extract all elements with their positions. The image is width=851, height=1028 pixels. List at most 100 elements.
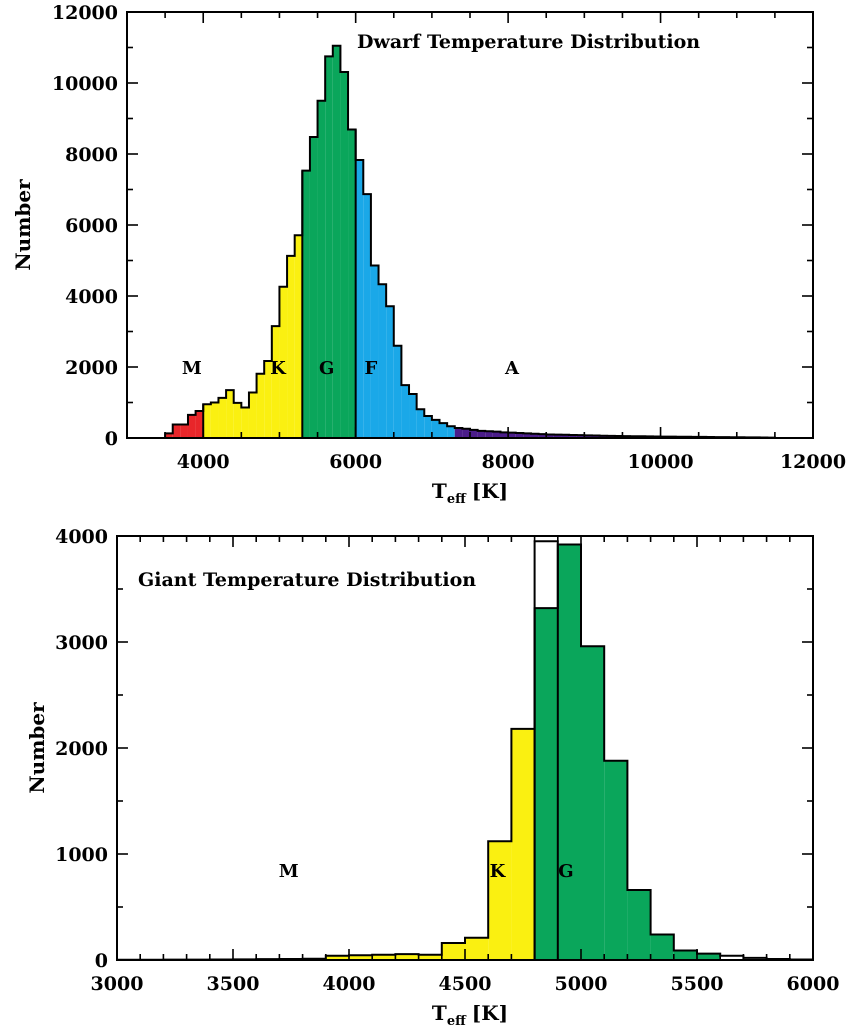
- dwarf-bar: [203, 404, 211, 438]
- dwarf-bar: [264, 360, 272, 438]
- dwarf-x-tick-label: 6000: [329, 451, 382, 473]
- dwarf-class-label-k: K: [270, 358, 287, 379]
- dwarf-histogram-outline: [164, 44, 776, 439]
- giant-plot-frame: [116, 535, 814, 961]
- giant-bar: [627, 890, 651, 960]
- dwarf-bar: [576, 435, 585, 438]
- dwarf-outline: [164, 44, 776, 439]
- dwarf-bar: [462, 428, 470, 438]
- dwarf-y-tick-label: 10000: [52, 73, 118, 95]
- dwarf-bar: [584, 435, 592, 438]
- dwarf-bar: [424, 415, 432, 438]
- dwarf-bar: [210, 402, 219, 438]
- dwarf-chart-title: Dwarf Temperature Distribution: [357, 31, 700, 53]
- dwarf-bar: [233, 402, 242, 438]
- dwarf-bar: [447, 426, 455, 438]
- giant-y-tick-label: 2000: [55, 738, 108, 760]
- giant-bar: [650, 934, 674, 960]
- dwarf-bar: [309, 136, 318, 438]
- giant-x-axis-title: Teff [K]: [432, 1001, 508, 1028]
- giant-y-tick-label: 1000: [55, 844, 108, 866]
- dwarf-y-tick-label: 12000: [52, 2, 118, 24]
- giant-bar: [441, 943, 465, 960]
- dwarf-bar: [165, 433, 173, 438]
- dwarf-class-label-f: F: [365, 358, 378, 379]
- giant-chart-title: Giant Temperature Distribution: [138, 569, 476, 591]
- giant-bar: [604, 760, 628, 960]
- giant-bar: [720, 955, 744, 960]
- giant-x-axis-unit: [K]: [472, 1001, 508, 1025]
- dwarf-x-tick-label: 10000: [628, 451, 694, 473]
- dwarf-y-tick-label: 4000: [65, 286, 118, 308]
- dwarf-bar: [363, 194, 371, 438]
- dwarf-bar: [401, 385, 410, 438]
- giant-bar: [395, 954, 419, 960]
- dwarf-bar: [500, 432, 509, 438]
- giant-x-tick-labels: 3000 3500 4000 4500 5000 5500 6000: [91, 973, 840, 995]
- dwarf-bar: [569, 434, 577, 438]
- dwarf-bar: [226, 390, 234, 438]
- giant-x-tick-label: 3500: [207, 973, 260, 995]
- giant-x-tick-label: 5500: [671, 973, 724, 995]
- dwarf-bar: [409, 393, 417, 438]
- giant-y-tick-label: 4000: [55, 526, 108, 548]
- dwarf-x-tick-label: 8000: [482, 451, 535, 473]
- dwarf-bar: [523, 433, 531, 438]
- dwarf-y-axis-title: Number: [11, 179, 35, 271]
- dwarf-bar: [454, 428, 463, 438]
- dwarf-bar: [355, 160, 364, 438]
- giant-class-label-m: M: [279, 861, 299, 882]
- giant-y-tick-label: 0: [95, 950, 108, 972]
- dwarf-bar: [279, 286, 288, 438]
- dwarf-bar: [546, 434, 554, 438]
- dwarf-x-axis-unit: [K]: [472, 479, 508, 503]
- giant-histogram-outline: [116, 543, 814, 961]
- dwarf-bar: [180, 424, 188, 438]
- dwarf-bar: [431, 419, 440, 438]
- giant-bar: [534, 608, 558, 960]
- dwarf-bar: [195, 411, 204, 438]
- dwarf-plot-frame: [126, 11, 814, 439]
- giant-bar: [418, 954, 442, 960]
- giant-bar: [372, 954, 396, 960]
- dwarf-class-label-g: G: [319, 358, 334, 379]
- giant-class-label-g: G: [558, 861, 573, 882]
- dwarf-bar: [302, 170, 310, 438]
- giant-bar: [673, 950, 697, 960]
- giant-bars: [117, 544, 813, 960]
- giant-y-axis-title: Number: [25, 702, 49, 794]
- dwarf-bar: [561, 434, 570, 438]
- dwarf-y-tick-labels: 0 2000 4000 6000 8000 10000 12000: [52, 2, 118, 450]
- dwarf-bar: [386, 306, 394, 438]
- dwarf-bar: [591, 435, 600, 438]
- giant-bar: [697, 953, 721, 960]
- giant-x-tick-label: 4500: [439, 973, 492, 995]
- giant-bar: [743, 957, 767, 960]
- dwarf-bar: [187, 414, 196, 438]
- dwarf-bar: [515, 433, 524, 438]
- giant-ticks: [116, 535, 814, 961]
- dwarf-bar: [241, 407, 249, 438]
- giant-x-axis-symbol: T: [432, 1001, 447, 1025]
- dwarf-bar: [538, 434, 547, 438]
- giant-x-tick-label: 3000: [91, 973, 144, 995]
- giant-x-axis-subscript: eff: [447, 1014, 467, 1028]
- dwarf-bar: [378, 284, 387, 438]
- giant-y-tick-labels: 0 1000 2000 3000 4000: [55, 526, 108, 972]
- dwarf-x-axis-subscript: eff: [447, 492, 467, 507]
- dwarf-bar: [508, 432, 516, 438]
- giant-bar: [488, 841, 512, 960]
- dwarf-bar: [172, 424, 181, 438]
- giant-class-label-k: K: [490, 861, 507, 882]
- giant-x-tick-label: 5000: [555, 973, 608, 995]
- dwarf-chart: 4000 6000 8000 10000 12000 0 2000 4000 6000 8000…: [11, 2, 846, 507]
- giant-bar: [557, 544, 581, 960]
- dwarf-bar: [218, 397, 227, 438]
- dwarf-y-tick-label: 8000: [65, 144, 118, 166]
- dwarf-y-tick-label: 6000: [65, 215, 118, 237]
- dwarf-bar: [340, 71, 349, 439]
- dwarf-bar: [256, 373, 265, 438]
